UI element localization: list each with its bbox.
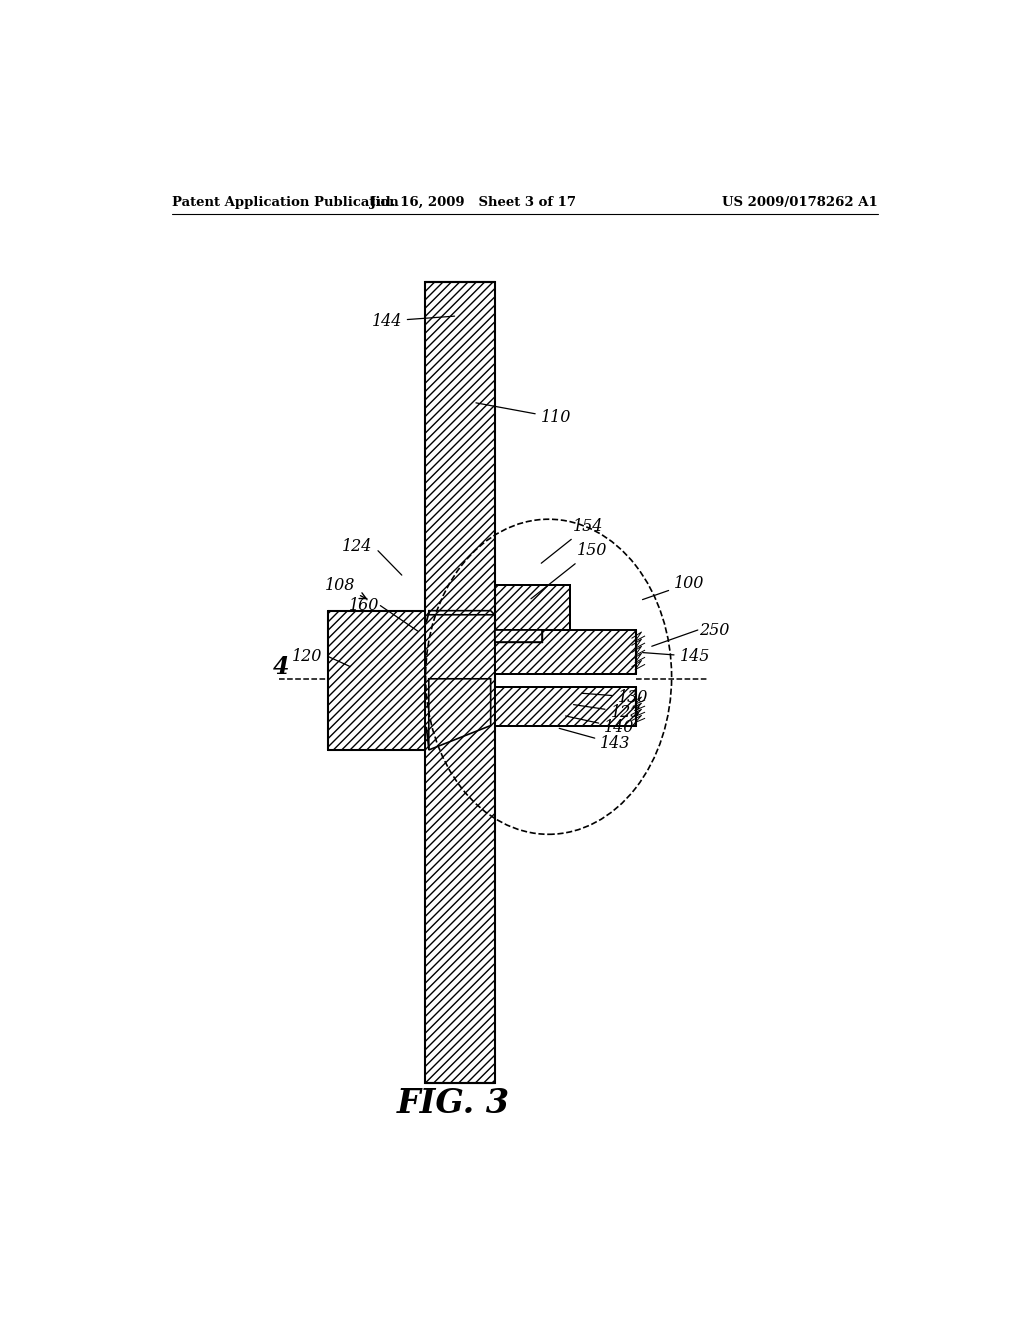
Text: 160: 160 [348, 597, 379, 614]
Text: 150: 150 [531, 543, 607, 599]
Bar [495, 630, 636, 673]
Text: 124: 124 [342, 539, 373, 556]
Text: 108: 108 [325, 577, 367, 598]
Text: Patent Application Publication: Patent Application Publication [172, 195, 398, 209]
Text: 100: 100 [642, 574, 705, 599]
Text: 120: 120 [292, 648, 323, 665]
Text: 250: 250 [699, 622, 730, 639]
Text: 110: 110 [476, 403, 571, 426]
Text: 154: 154 [542, 517, 603, 564]
Text: 145: 145 [643, 648, 710, 665]
Bar [328, 611, 425, 750]
Text: 130: 130 [582, 689, 648, 706]
Text: 123: 123 [573, 704, 641, 721]
Text: 143: 143 [559, 729, 631, 752]
Polygon shape [429, 611, 495, 615]
Text: Jul. 16, 2009   Sheet 3 of 17: Jul. 16, 2009 Sheet 3 of 17 [371, 195, 577, 209]
Bar [495, 630, 543, 643]
Text: FIG. 3: FIG. 3 [397, 1088, 510, 1121]
Bar [425, 282, 495, 1084]
Polygon shape [429, 678, 490, 750]
Bar [495, 686, 636, 726]
Bar [495, 585, 570, 630]
Text: 4: 4 [273, 655, 290, 678]
Text: 140: 140 [565, 715, 635, 737]
Text: US 2009/0178262 A1: US 2009/0178262 A1 [722, 195, 878, 209]
Text: 144: 144 [372, 313, 455, 330]
